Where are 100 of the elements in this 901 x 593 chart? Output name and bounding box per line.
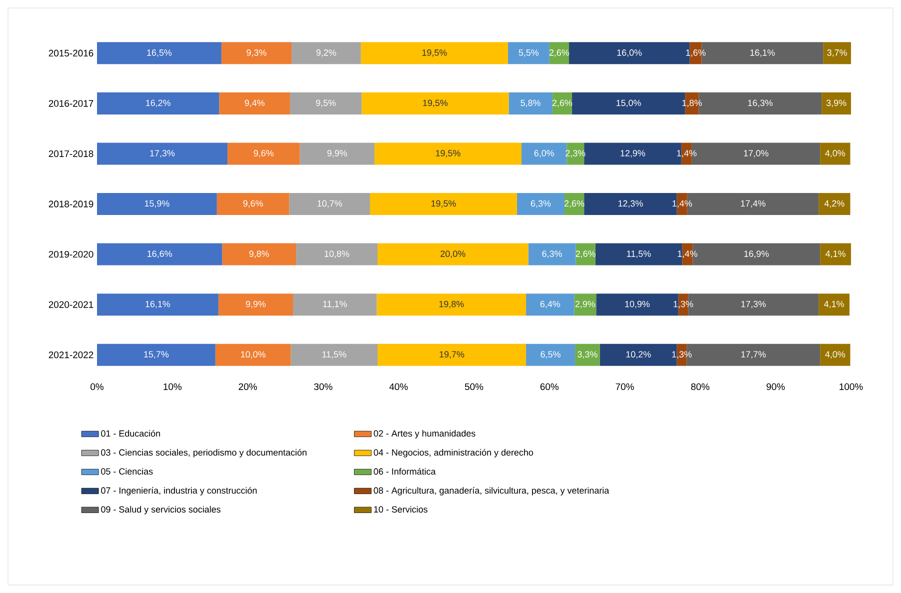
data-label: 10,2%	[626, 351, 651, 359]
bar	[818, 294, 850, 316]
bar	[290, 344, 378, 366]
bar	[374, 142, 522, 165]
x-tick-label: 50%	[464, 383, 484, 390]
data-label: 11,1%	[323, 300, 347, 308]
bar	[216, 193, 290, 216]
y-tick-label: 2018-2019	[48, 200, 94, 208]
data-label: 19,7%	[440, 351, 464, 359]
data-label: 15,7%	[144, 351, 169, 359]
data-label: 9,2%	[316, 49, 336, 57]
data-label: 4,0%	[825, 150, 846, 158]
bar	[522, 142, 567, 165]
data-label: 2,6%	[564, 200, 584, 208]
x-tick-label: 30%	[314, 383, 332, 390]
data-label: 16,1%	[146, 300, 170, 308]
data-label: 16,3%	[748, 100, 773, 108]
legend-label: 10 - Servicios	[374, 506, 428, 513]
bar	[377, 243, 528, 266]
bar	[574, 294, 596, 316]
bar	[526, 294, 574, 316]
data-label: 11,5%	[322, 351, 346, 359]
data-label: 10,7%	[318, 200, 342, 208]
bar	[221, 42, 292, 64]
bar	[97, 294, 218, 316]
bar	[97, 42, 222, 64]
data-label: 12,3%	[618, 200, 643, 208]
bar	[300, 142, 374, 165]
bar	[292, 42, 361, 64]
data-label: 3,3%	[578, 351, 598, 359]
data-label: 16,1%	[750, 49, 775, 57]
data-label: 4,1%	[826, 250, 846, 258]
bar	[219, 92, 290, 114]
x-tick-label: 70%	[616, 383, 634, 390]
bar	[823, 42, 852, 64]
data-label: 16,2%	[146, 100, 170, 108]
x-tick-label: 60%	[540, 383, 559, 390]
bar	[370, 193, 517, 216]
legend-label: 03 - Ciencias sociales, periodismo y documentación	[101, 448, 306, 458]
bar	[97, 193, 217, 216]
data-label: 9,3%	[246, 49, 266, 57]
data-label: 15,9%	[144, 200, 170, 208]
legend-label: 01 - Educación	[101, 430, 160, 437]
data-label: 6,3%	[530, 200, 551, 208]
data-label: 6,5%	[540, 351, 560, 359]
data-label: 1,4%	[672, 200, 692, 208]
bar	[360, 42, 508, 64]
data-label: 3,9%	[826, 100, 846, 108]
data-label: 11,5%	[627, 250, 651, 258]
data-label: 5,5%	[518, 49, 539, 57]
legend-label: 04 - Negocios, administración y derecho	[374, 448, 534, 458]
bar	[822, 92, 852, 114]
legend-label: 09 - Salud y servicios sociales	[101, 506, 220, 514]
bar	[376, 294, 526, 316]
bar	[289, 193, 370, 216]
data-label: 9,9%	[246, 300, 266, 308]
data-label: 3,7%	[827, 49, 847, 57]
bar	[508, 42, 550, 64]
bar	[377, 344, 526, 366]
data-label: 1,6%	[686, 49, 706, 57]
x-tick-label: 90%	[766, 383, 785, 390]
bar	[528, 243, 576, 266]
data-label: 9,9%	[327, 150, 348, 158]
data-label: 17,4%	[740, 200, 766, 208]
bar	[508, 92, 552, 114]
bar	[296, 243, 378, 266]
data-label: 5,8%	[520, 100, 540, 108]
data-label: 19,5%	[422, 49, 447, 57]
bar	[526, 344, 576, 366]
y-tick-label: 2020-2021	[48, 301, 94, 308]
data-label: 17,0%	[744, 150, 768, 158]
data-label: 16,5%	[147, 49, 172, 57]
x-tick-label: 20%	[238, 383, 257, 390]
data-label: 19,5%	[436, 150, 460, 158]
legend-label: 02 - Artes y humanidades	[374, 430, 476, 438]
bar	[362, 92, 509, 114]
x-tick-label: 80%	[691, 383, 710, 390]
data-label: 1,4%	[677, 150, 697, 158]
x-tick-label: 0%	[90, 383, 104, 390]
bar	[97, 92, 220, 114]
bar	[215, 344, 291, 366]
bar	[97, 344, 216, 366]
bar	[552, 92, 572, 114]
data-label: 16,9%	[744, 250, 769, 258]
bar	[820, 243, 852, 266]
y-tick-label: 2021-2022	[48, 352, 94, 358]
bar	[227, 142, 300, 165]
data-label: 20,0%	[440, 250, 466, 258]
x-tick-label: 10%	[164, 383, 182, 390]
data-label: 10,9%	[625, 300, 650, 308]
data-label: 1,3%	[674, 300, 694, 308]
data-label: 12,9%	[620, 150, 646, 158]
data-label: 2,6%	[549, 49, 570, 57]
data-label: 17,7%	[741, 351, 766, 359]
data-label: 2,6%	[552, 100, 572, 108]
data-label: 16,6%	[148, 250, 172, 258]
bar	[820, 142, 850, 165]
bar	[290, 92, 362, 114]
data-label: 9,8%	[249, 250, 270, 258]
y-tick-label: 2015-2016	[48, 50, 94, 57]
